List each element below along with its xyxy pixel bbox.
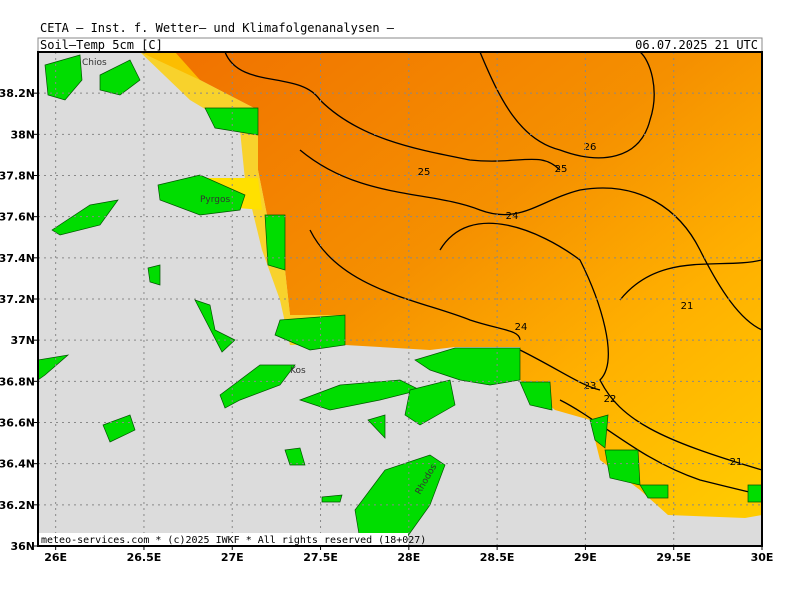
credit: meteo-services.com * (c)2025 IWKF * All … [41,535,426,546]
contour-label: 23 [584,381,597,392]
place-label: Pyrgos [200,195,231,205]
place-label: Kos [290,366,306,376]
lat-tick-label: 37.6N [0,211,35,224]
lat-tick-label: 37.4N [0,252,35,265]
contour-label: 25 [418,167,431,178]
place-label: Chios [82,58,107,68]
credit-box [38,533,408,546]
contour-label: 21 [730,457,743,468]
contour-label: 24 [515,322,528,333]
lon-tick-label: 26E [44,551,67,564]
lat-tick-label: 36.8N [0,375,35,388]
lat-tick-label: 36N [10,540,35,553]
lat-tick-label: 36.2N [0,499,35,512]
lat-tick-label: 37.2N [0,293,35,306]
lat-tick-label: 36.4N [0,458,35,471]
lon-tick-label: 30E [751,551,774,564]
lon-tick-label: 27.5E [303,551,338,564]
lon-tick-label: 29.5E [656,551,691,564]
lon-tick-label: 29E [574,551,597,564]
lon-tick-label: 27E [221,551,244,564]
islands [38,54,762,541]
lon-tick-label: 28E [397,551,420,564]
parameter-label: Soil—Temp_5cm [C] [40,38,163,52]
lat-tick-label: 38N [10,128,35,141]
contour-label: 22 [604,394,617,405]
timestamp: 06.07.2025 21 UTC [635,38,758,52]
header-title: CETA — Inst. f. Wetter— und Klimafolgena… [40,21,395,35]
lat-tick-label: 37N [10,334,35,347]
lon-tick-label: 28.5E [480,551,515,564]
axis-ticks: 36N 36.2N 36.4N 36.6N 36.8N 37N 37.2N 37.4N 37.6… [0,87,773,564]
lon-tick-label: 26.5E [127,551,162,564]
contour-label: 21 [681,301,694,312]
contour-label: 26 [584,142,597,153]
map-area: 25 25 26 24 24 21 23 22 21 Chios Pyrgos … [38,52,762,546]
lat-tick-label: 36.6N [0,417,35,430]
contours [224,52,762,496]
lat-tick-label: 38.2N [0,87,35,100]
graticule [38,52,762,546]
contour-label: 25 [555,164,568,175]
mainland [140,52,762,518]
lat-tick-label: 37.8N [0,170,35,183]
